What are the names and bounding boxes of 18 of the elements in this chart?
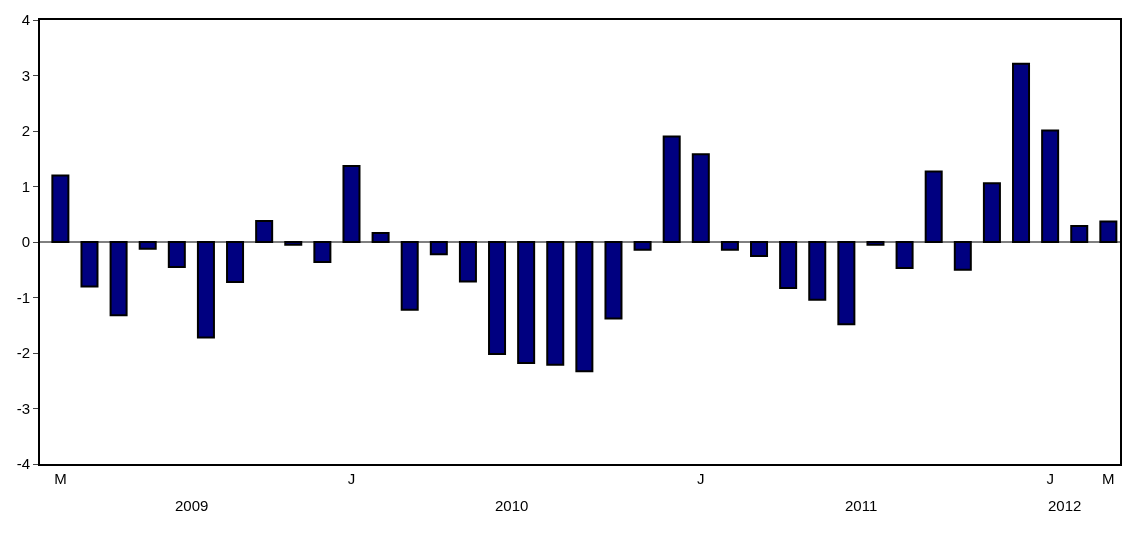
y-tick-label: -3 (16, 399, 30, 417)
y-tick-label: 2 (21, 122, 30, 140)
y-tick-label: -1 (16, 288, 30, 306)
x-tick-label: J (697, 470, 705, 487)
x-tick-label: J (1046, 470, 1054, 487)
text: 2012 (1048, 497, 1082, 514)
y-tick-label: -2 (16, 344, 30, 362)
y-tick-label: 0 (21, 233, 30, 251)
y-tick-label: 1 (21, 177, 30, 195)
y-tick-label: -4 (16, 455, 30, 473)
x-tick-label: M (1102, 470, 1115, 487)
text: 2010 (495, 497, 529, 514)
y-tick-label: 3 (21, 66, 30, 84)
text: 2011 (845, 497, 878, 514)
y-tick-label: 4 (21, 11, 30, 29)
x-tick-label: J (347, 470, 356, 487)
x-tick-label: M (54, 470, 67, 487)
text: 2009 (175, 497, 209, 514)
